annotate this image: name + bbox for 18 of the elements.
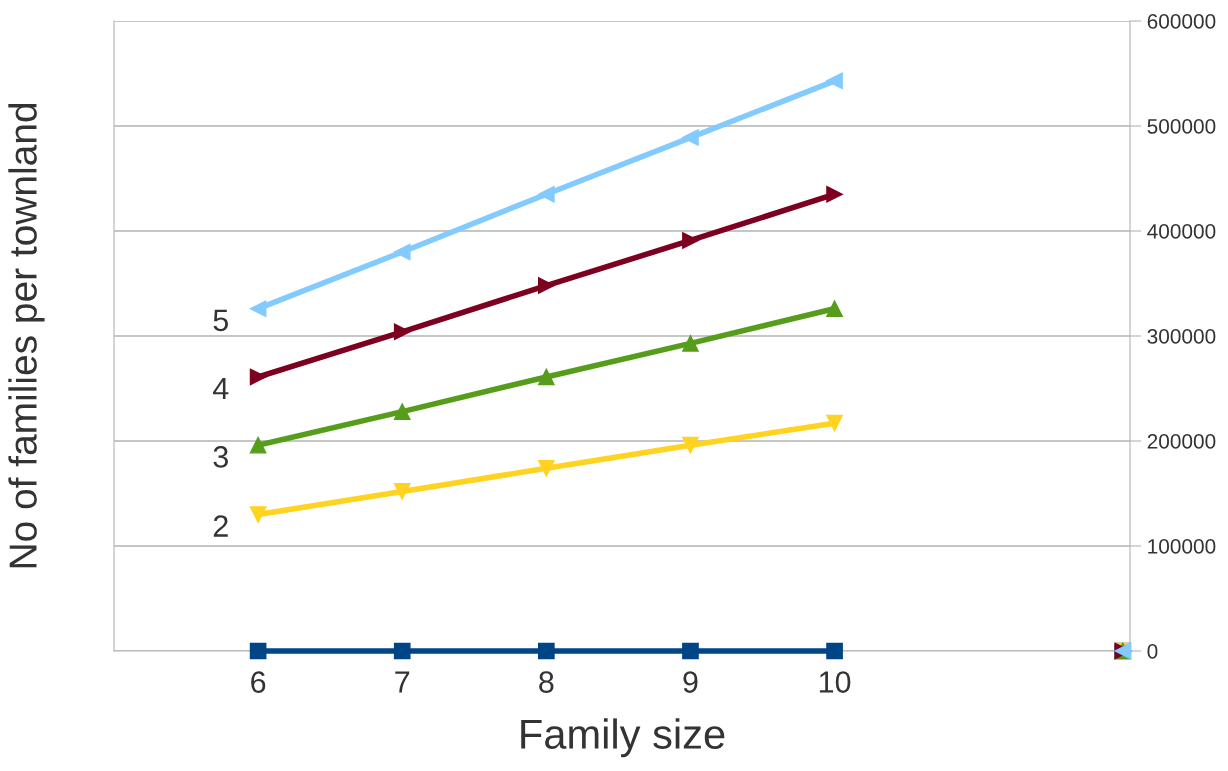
x-tick-label: 7	[395, 671, 410, 693]
series-label: 2	[213, 515, 228, 537]
series-label: 4	[213, 378, 229, 400]
y-tick-label: 200000	[1147, 434, 1216, 449]
x-axis-title: Family size	[521, 718, 725, 758]
x-tick-label: 9	[683, 671, 698, 693]
y-tick-label: 600000	[1147, 14, 1216, 29]
x-tick-label: 8	[539, 671, 554, 693]
y-tick-label: 0	[1147, 644, 1158, 659]
y-tick-label: 400000	[1147, 224, 1216, 239]
series-label: 3	[213, 446, 228, 468]
y-tick-label: 100000	[1148, 539, 1216, 554]
y-tick-label: 300000	[1147, 329, 1216, 344]
x-tick-label: 10	[819, 671, 851, 693]
y-tick-label: 500000	[1147, 119, 1216, 134]
series-label: 5	[213, 309, 229, 332]
x-tick-label: 6	[251, 671, 266, 693]
y-axis-title: No of families per townland	[8, 103, 45, 568]
